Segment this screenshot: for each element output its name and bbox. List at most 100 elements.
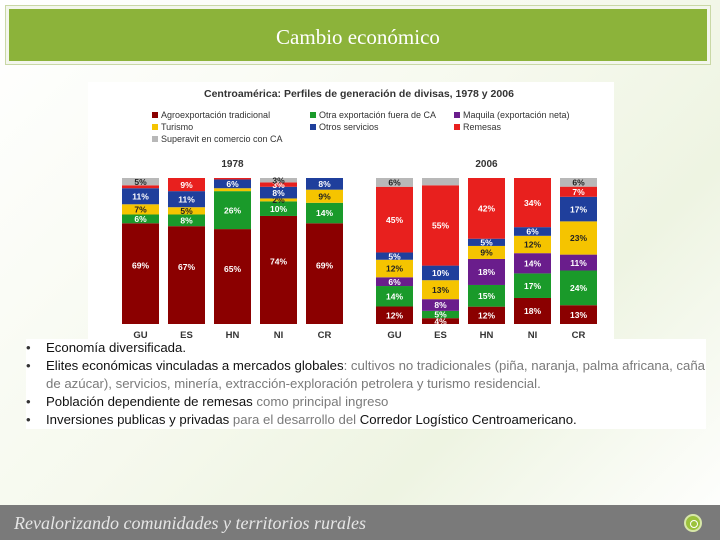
bar-data-label: 14% (316, 208, 333, 218)
bullet-item: • Economía diversificada. (26, 339, 706, 357)
footer-slogan: Revalorizando comunidades y territorios … (14, 513, 366, 533)
bar-segment (168, 178, 205, 192)
bar-data-label: 26% (224, 205, 241, 215)
chart-title: Centroamérica: Perfiles de generación de… (204, 88, 514, 100)
bar-segment (468, 306, 505, 324)
bullet-text: Economía diversificada. (46, 340, 187, 355)
organization-logo-icon (684, 514, 702, 532)
bar-data-label: 11% (570, 258, 587, 268)
bullet-text: para el desarrollo del (232, 412, 360, 427)
bar-data-label: 3% (272, 180, 285, 190)
bar-data-label: 17% (524, 281, 541, 291)
bar-segment (168, 207, 205, 215)
bar-data-label: 55% (432, 221, 449, 231)
bar-segment (306, 223, 343, 324)
bar-data-label: 8% (434, 300, 447, 310)
bullet-text: : cultivos no tradicionales (piña, naran… (46, 358, 706, 391)
bar-segment (560, 221, 597, 255)
bar-data-label: 6% (134, 214, 147, 224)
bar-segment (306, 178, 343, 190)
bar-data-label: 34% (524, 198, 541, 208)
slide-title: Cambio económico (276, 25, 440, 49)
bullet-item: • Población dependiente de remesas como p… (26, 393, 706, 411)
bar-segment (168, 191, 205, 208)
bar-data-label: 74% (270, 257, 287, 267)
bar-segment (122, 188, 159, 205)
bar-data-label: 14% (386, 291, 403, 301)
bar-data-label: 17% (570, 204, 587, 214)
bar-data-label: 9% (318, 191, 331, 201)
bar-segment (306, 202, 343, 224)
bar-segment (260, 201, 297, 216)
bar-data-label: 6% (388, 277, 401, 287)
bar-segment (306, 189, 343, 203)
x-tick-label: GU (387, 330, 401, 341)
x-tick-label: NI (528, 330, 538, 341)
bullet-text: Corredor Logístico Centroamericano. (359, 412, 577, 427)
bullet-dot: • (26, 340, 31, 355)
legend-label: Maquila (exportación neta) (463, 110, 570, 120)
bar-data-label: 12% (386, 264, 403, 274)
bar-segment (514, 227, 551, 236)
bar-data-label: 65% (224, 264, 241, 274)
x-tick-label: GU (133, 330, 147, 341)
chart-panel: Centroamérica: Perfiles de generación de… (88, 82, 614, 348)
x-tick-label: ES (434, 330, 447, 341)
bar-segment (560, 305, 597, 324)
bar-data-label: 23% (570, 233, 587, 243)
bar-segment (468, 238, 505, 246)
bar-data-label: 8% (180, 216, 193, 226)
bar-segment (376, 286, 413, 307)
bar-data-label: 8% (272, 188, 285, 198)
title-bar: Cambio económico (5, 5, 711, 65)
bar-segment (122, 185, 159, 189)
x-tick-label: ES (180, 330, 193, 341)
bar-data-label: 6% (526, 227, 539, 237)
bullet-text: Elites económicas vinculadas a mercados … (46, 358, 344, 373)
bar-segment (560, 254, 597, 271)
bar-segment (122, 204, 159, 215)
bar-data-label: 6% (226, 179, 239, 189)
bar-data-label: 5% (480, 238, 493, 248)
bar-data-label: 7% (134, 205, 147, 215)
bullet-dot: • (26, 412, 31, 427)
bullet-item: • Inversiones publicas y privadas para el… (26, 411, 706, 429)
legend-swatch (152, 112, 158, 118)
bar-data-label: 5% (134, 177, 147, 187)
legend-swatch (454, 124, 460, 130)
bar-segment (422, 299, 459, 311)
legend-swatch (152, 136, 158, 142)
bar-segment (514, 253, 551, 274)
bar-segment (214, 191, 251, 230)
x-tick-label: CR (572, 330, 586, 341)
bar-segment (422, 310, 459, 319)
bar-data-label: 10% (270, 204, 287, 214)
bullet-dot: • (26, 358, 31, 373)
bar-data-label: 12% (478, 311, 495, 321)
bar-data-label: 69% (316, 261, 333, 271)
bar-data-label: 9% (480, 248, 493, 258)
legend-label: Otros servicios (319, 122, 379, 132)
bar-data-label: 18% (478, 267, 495, 277)
bar-data-label: 10% (432, 268, 449, 278)
legend-swatch (310, 112, 316, 118)
bar-segment (260, 178, 297, 183)
legend-label: Turismo (161, 122, 193, 132)
bar-segment (122, 223, 159, 324)
bar-data-label: 9% (180, 180, 193, 190)
bar-segment (168, 214, 205, 227)
bar-segment (376, 178, 413, 187)
bar-data-label: 69% (132, 261, 149, 271)
bar-data-label: 4% (434, 316, 447, 326)
bar-segment (260, 182, 297, 187)
bar-segment (514, 273, 551, 298)
bullet-text: Inversiones publicas y privadas (46, 412, 233, 427)
bar-segment (514, 235, 551, 254)
bar-data-label: 67% (178, 262, 195, 272)
bar-segment (468, 245, 505, 259)
bar-data-label: 8% (318, 179, 331, 189)
bar-data-label: 15% (478, 291, 495, 301)
legend-label: Agroexportación tradicional (161, 110, 270, 120)
bar-data-label: 2% (272, 195, 285, 205)
bar-segment (468, 284, 505, 307)
